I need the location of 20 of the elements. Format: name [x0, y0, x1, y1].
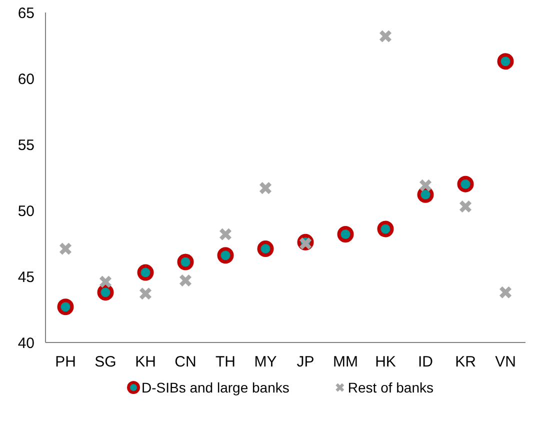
x-tick-label: VN	[495, 354, 516, 370]
y-tick-label: 45	[18, 269, 35, 286]
x-tick-label: KR	[455, 354, 476, 370]
x-tick-label: TH	[216, 354, 236, 370]
legend-label: Rest of banks	[348, 380, 434, 396]
legend-label: D-SIBs and large banks	[142, 380, 290, 396]
y-tick-label: 60	[18, 71, 35, 88]
y-tick-label: 50	[18, 203, 35, 220]
x-tick-label: KH	[135, 354, 156, 370]
x-tick-label: HK	[375, 354, 396, 370]
x-tick-label: MM	[333, 354, 358, 370]
x-tick-label: JP	[296, 354, 314, 370]
x-tick-label: ID	[418, 354, 434, 370]
y-tick-label: 65	[18, 5, 35, 22]
x-tick-label: CN	[174, 354, 196, 370]
x-tick-label: PH	[55, 354, 76, 370]
x-tick-label: SG	[94, 354, 116, 370]
x-tick-label: MY	[254, 354, 277, 370]
y-tick-label: 40	[18, 335, 35, 352]
y-tick-label: 55	[18, 137, 35, 154]
